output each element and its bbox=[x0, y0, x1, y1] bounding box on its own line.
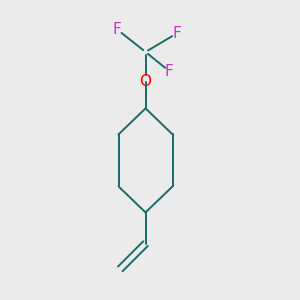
Text: O: O bbox=[140, 74, 152, 89]
Text: F: F bbox=[172, 26, 181, 41]
Text: F: F bbox=[165, 64, 174, 79]
Text: F: F bbox=[113, 22, 122, 37]
